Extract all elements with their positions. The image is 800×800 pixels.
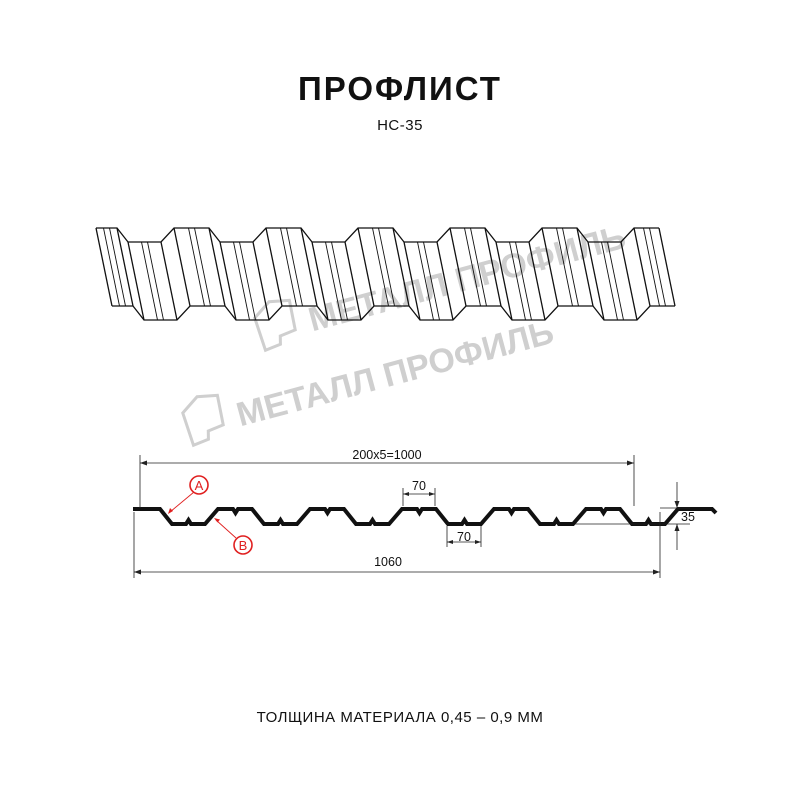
sheet-stiffener-line [515,241,532,321]
sheet-stiffener-line [239,241,256,321]
sheet-stiffener-line [556,227,573,307]
dimension-lines [133,455,690,578]
logo-icon [253,298,297,353]
callout-a-circle [189,475,209,495]
callout-b-label: B [239,538,248,553]
total-width-dimension: 1060 [374,555,402,569]
sheet-stiffener-line [147,241,164,321]
sheet-stiffener-line [509,241,526,321]
sheet-fold-line [658,227,676,307]
callout-a: A [168,475,209,514]
bottom-flat-dimension: 70 [457,530,471,544]
cross-section [133,507,718,526]
sheet-stiffener-line [643,227,660,307]
sheet-fold-line [495,241,513,321]
sheet-fold-line [95,227,113,307]
section-profile [133,507,718,526]
sheet-stiffener-line [470,227,487,307]
sheet-stiffener-line [109,227,126,307]
sheet-fold-line [403,241,421,321]
sheet-stiffener-line [601,241,618,321]
sheet-stiffener-line [141,241,158,321]
sheet-fold-line [265,227,283,307]
sheet-fold-line [436,241,454,321]
sheet-fold-line [173,227,191,307]
sheet-fold-line [344,241,362,321]
sheet-fold-line [300,227,318,307]
logo-icon [181,393,225,448]
sheet-stiffener-line [372,227,389,307]
callout-b: B [214,518,253,555]
sheet-stiffener-line [378,227,395,307]
sheet-fold-line [541,227,559,307]
page-title: ПРОФЛИСТ [298,70,502,107]
sheet-stiffener-line [233,241,250,321]
sheet-stiffener-line [464,227,481,307]
sheet-3d-view [95,227,676,321]
sheet-bottom-edge [112,305,675,321]
sheet-fold-line [357,227,375,307]
top-flat-dimension: 70 [412,479,426,493]
model-subtitle: НС-35 [377,117,423,134]
sheet-fold-line [208,227,226,307]
sheet-fold-line [484,227,502,307]
sheet-fold-line [576,227,594,307]
sheet-fold-line [219,241,237,321]
watermark-text: МЕТАЛЛ ПРОФИЛЬ [232,313,557,434]
sheet-stiffener-line [417,241,434,321]
sheet-stiffener-line [188,227,205,307]
sheet-fold-line [160,241,178,321]
sheet-fold-line [392,227,410,307]
sheet-stiffener-line [325,241,342,321]
material-thickness: ТОЛЩИНА МАТЕРИАЛА 0,45 – 0,9 ММ [256,709,544,726]
sheet-stiffener-line [607,241,624,321]
callout-b-circle [233,535,253,555]
dimension-arrows [134,460,680,575]
sheet-fold-line [252,241,270,321]
sheet-fold-line [311,241,329,321]
watermark-text: МЕТАЛЛ ПРОФИЛЬ [304,218,629,339]
pitch-dimension: 200x5=1000 [352,448,421,462]
watermark-bottom: МЕТАЛЛ ПРОФИЛЬ [181,313,558,448]
sheet-top-edge [96,227,659,243]
sheet-fold-line [620,241,638,321]
sheet-fold-line [633,227,651,307]
sheet-fold-line [528,241,546,321]
sheet-stiffener-line [286,227,303,307]
height-dimension: 35 [681,510,695,524]
sheet-stiffener-line [280,227,297,307]
sheet-fold-line [449,227,467,307]
sheet-stiffener-line [562,227,579,307]
sheet-stiffener-line [423,241,440,321]
callout-a-label: A [195,478,204,493]
sheet-stiffener-line [103,227,120,307]
sheet-fold-line [587,241,605,321]
sheet-fold-line [127,241,145,321]
sheet-fold-line [116,227,134,307]
sheet-stiffener-line [331,241,348,321]
sheet-stiffener-line [194,227,211,307]
sheet-stiffener-line [649,227,666,307]
